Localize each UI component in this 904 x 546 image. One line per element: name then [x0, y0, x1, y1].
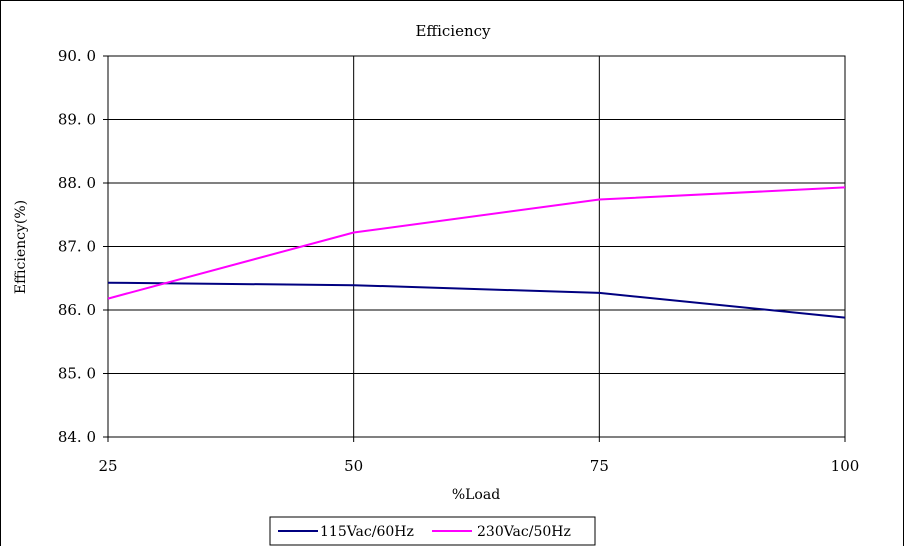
x-axis-ticks: 25 50 75 100: [98, 437, 859, 475]
y-axis-label: Efficiency(%): [13, 200, 29, 294]
x-axis-label: %Load: [452, 487, 500, 503]
x-tick-label: 100: [831, 457, 860, 475]
y-tick-label: 85. 0: [58, 365, 96, 383]
x-tick-label: 25: [98, 457, 117, 475]
y-axis-ticks: 84. 0 85. 0 86. 0 87. 0 88. 0 89. 0 90. 0: [58, 47, 108, 446]
chart-title: Efficiency: [415, 22, 491, 40]
y-tick-label: 90. 0: [58, 47, 96, 65]
y-tick-label: 88. 0: [58, 174, 96, 192]
legend: 115Vac/60Hz 230Vac/50Hz: [269, 516, 596, 546]
y-tick-label: 87. 0: [58, 238, 96, 256]
x-tick-label: 75: [590, 457, 609, 475]
y-tick-label: 84. 0: [58, 428, 96, 446]
grid-lines: [108, 56, 845, 437]
y-tick-label: 86. 0: [58, 301, 96, 319]
series-line-2: [107, 186, 846, 300]
x-tick-label: 50: [344, 457, 363, 475]
legend-label-2: 230Vac/50Hz: [477, 524, 571, 540]
y-tick-label: 89. 0: [58, 111, 96, 129]
legend-label-1: 115Vac/60Hz: [320, 524, 414, 540]
series-lines: [107, 186, 846, 319]
series-line-1: [107, 281, 846, 319]
